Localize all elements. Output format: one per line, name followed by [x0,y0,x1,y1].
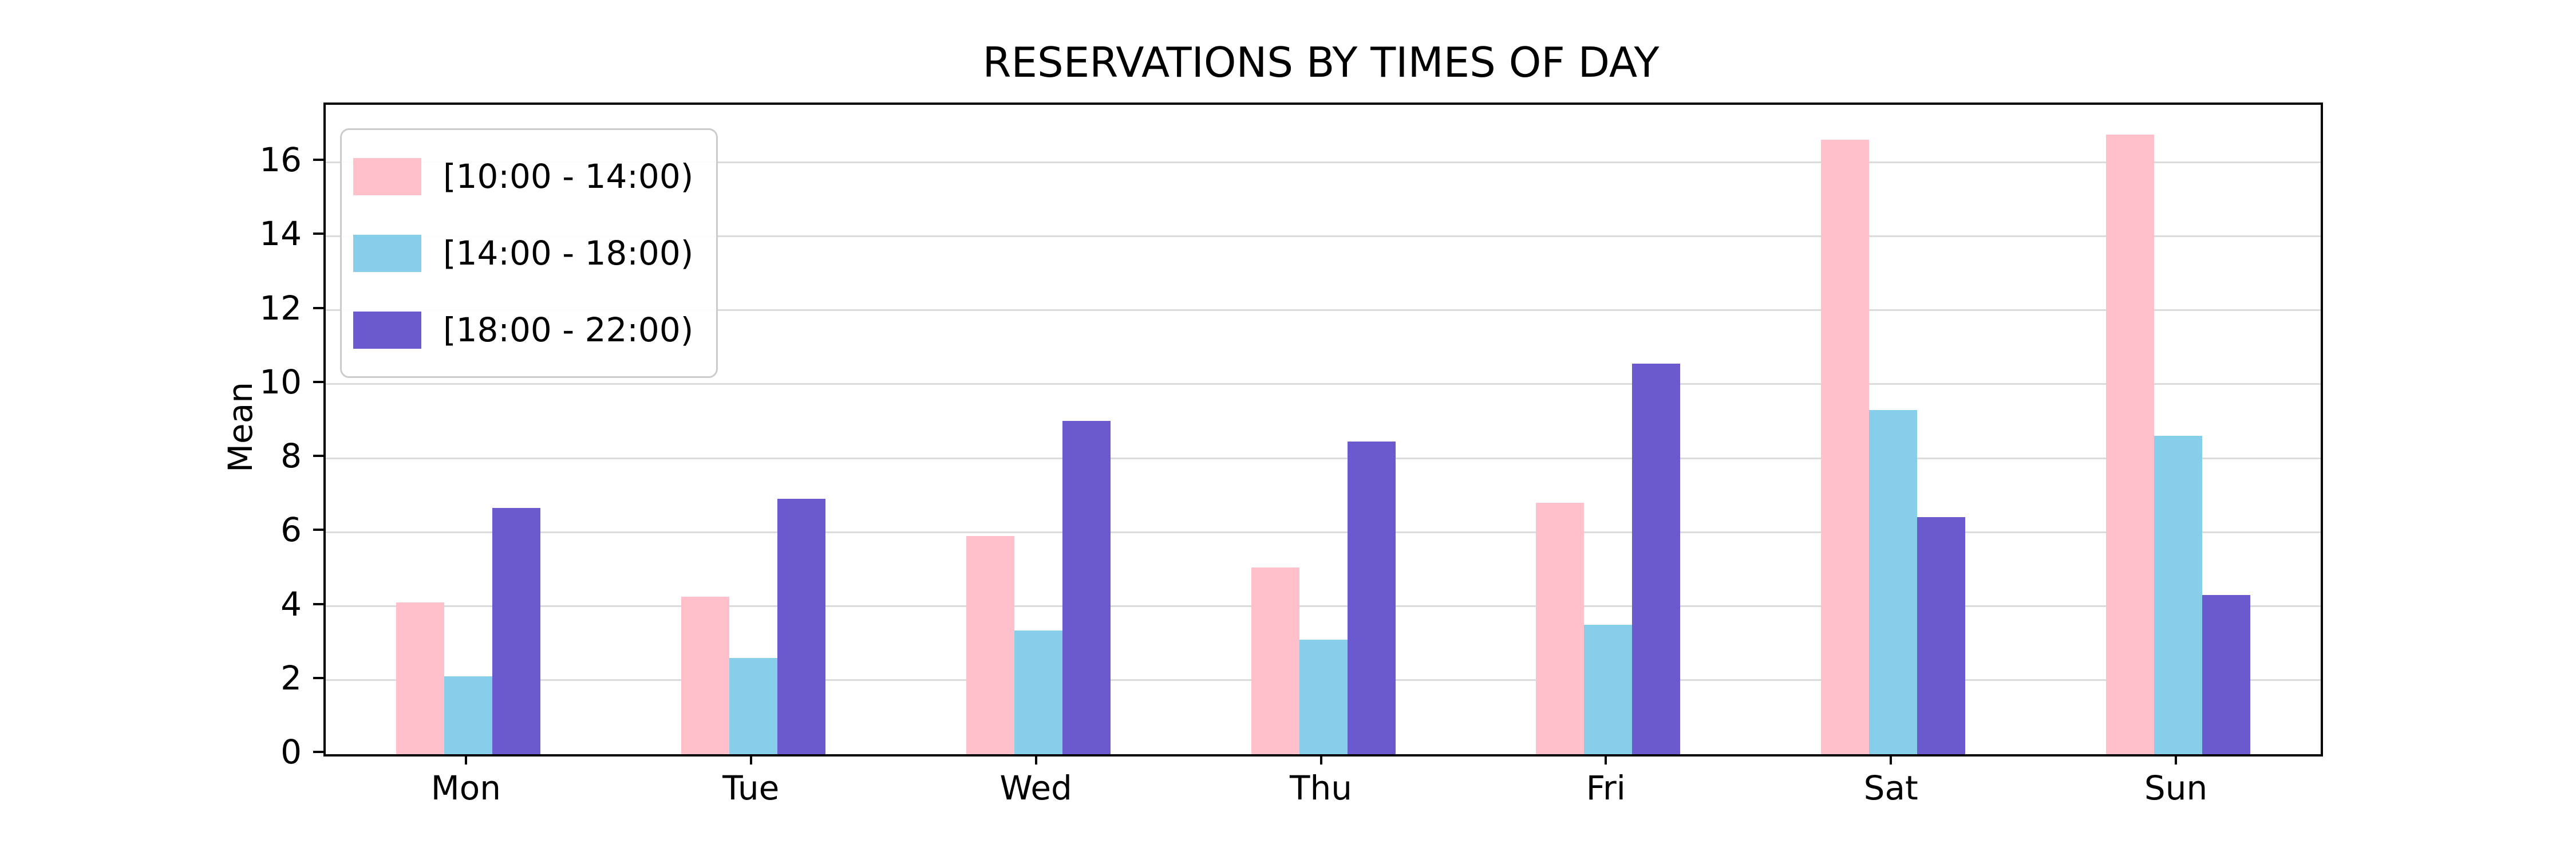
bar-sun-series-2 [2154,436,2203,754]
x-tick-mark-mon [464,754,467,765]
y-axis-label: Mean [221,381,260,473]
x-tick-mark-sun [2175,754,2178,765]
bar-tue-series-2 [729,658,777,754]
legend-label: [18:00 - 22:00) [443,310,694,349]
bar-wed-series-3 [1062,421,1111,754]
gridline-y-16 [326,161,2321,163]
y-tick-mark [313,455,323,458]
x-tick-label-tue: Tue [722,769,780,807]
legend-label: [10:00 - 14:00) [443,157,694,196]
bar-fri-series-1 [1536,502,1585,754]
y-tick-label-0: 0 [280,732,302,771]
bar-wed-series-2 [1014,630,1062,754]
bar-thu-series-2 [1299,639,1348,754]
legend-label: [14:00 - 18:00) [443,234,694,273]
legend: [10:00 - 14:00) [14:00 - 18:00) [18:00 - 2… [340,128,718,378]
legend-swatch-icon [353,234,421,272]
y-tick-mark [313,159,323,161]
x-tick-mark-wed [1034,754,1037,765]
bar-wed-series-1 [966,535,1014,754]
y-tick-mark [313,751,323,753]
x-tick-label-sun: Sun [2144,769,2208,807]
y-tick-label-8: 8 [280,436,302,476]
y-tick-mark [313,306,323,309]
y-tick-label-14: 14 [259,214,302,254]
bar-tue-series-1 [681,597,729,754]
gridline-y-10 [326,383,2321,385]
y-tick-label-12: 12 [259,288,302,328]
x-tick-label-thu: Thu [1290,769,1352,807]
legend-item-2: [14:00 - 18:00) [353,215,705,291]
legend-item-3: [18:00 - 22:00) [353,291,705,368]
legend-swatch-icon [353,157,421,195]
x-tick-label-mon: Mon [430,769,501,807]
gridline-y-14 [326,235,2321,237]
x-tick-mark-tue [749,754,752,765]
gridline-y-6 [326,531,2321,533]
y-tick-label-10: 10 [259,362,302,401]
bar-mon-series-3 [492,508,540,754]
y-tick-label-16: 16 [259,140,302,180]
bar-sat-series-2 [1869,410,1918,754]
bar-mon-series-1 [396,602,444,754]
bar-thu-series-3 [1347,442,1396,754]
bar-thu-series-1 [1251,567,1299,754]
x-tick-label-wed: Wed [999,769,1072,807]
bar-fri-series-3 [1632,364,1681,754]
bar-sun-series-1 [2106,134,2155,754]
y-tick-mark [313,676,323,679]
y-tick-mark [313,380,323,383]
y-tick-label-6: 6 [280,510,302,550]
bar-sat-series-1 [1821,140,1870,754]
x-tick-label-sat: Sat [1863,769,1918,807]
y-tick-mark [313,233,323,235]
bar-sun-series-3 [2202,595,2251,754]
x-tick-mark-sat [1890,754,1893,765]
bar-sat-series-3 [1917,517,1966,754]
chart-title: RESERVATIONS BY TIMES OF DAY [982,38,1660,86]
gridline-y-8 [326,457,2321,459]
y-tick-mark [313,602,323,605]
bar-tue-series-3 [777,499,825,754]
x-tick-label-fri: Fri [1586,769,1626,807]
legend-swatch-icon [353,311,421,349]
x-tick-mark-fri [1605,754,1607,765]
y-tick-mark [313,529,323,531]
gridline-y-4 [326,605,2321,608]
gridline-y-12 [326,309,2321,312]
y-tick-label-4: 4 [280,584,302,624]
bar-mon-series-2 [444,676,492,754]
legend-item-1: [10:00 - 14:00) [353,138,705,215]
x-tick-mark-thu [1319,754,1322,765]
bar-fri-series-2 [1584,624,1633,754]
y-tick-label-2: 2 [280,658,302,698]
